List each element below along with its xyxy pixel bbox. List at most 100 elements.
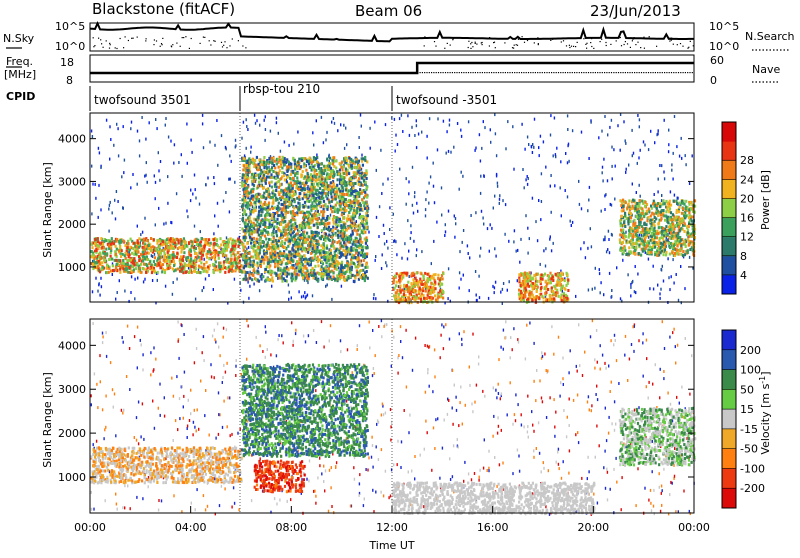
noise-cell [545, 166, 546, 169]
noise-cell [312, 294, 313, 297]
echo-cell [298, 198, 300, 201]
echo-cell [299, 192, 301, 195]
echo-cell [286, 225, 288, 228]
echo-cell [279, 261, 281, 264]
noise-cell [109, 158, 110, 161]
search-dot [687, 48, 688, 49]
echo-cell [271, 213, 273, 216]
search-dot [569, 45, 570, 46]
echo-cell [253, 250, 255, 253]
noise-cell [152, 279, 153, 282]
echo-cell [181, 243, 183, 246]
noise-cell [155, 223, 156, 226]
echo-cell [367, 266, 369, 269]
noise-cell [171, 221, 172, 224]
echo-cell [174, 255, 176, 258]
echo-cell [350, 177, 352, 180]
noise-cell [149, 121, 150, 124]
noise-cell [617, 124, 618, 127]
noise-cell [156, 127, 157, 130]
noise-cell [540, 263, 541, 266]
echo-cell [213, 271, 215, 274]
noise-cell [535, 220, 536, 223]
noise-cell [346, 143, 347, 146]
echo-cell [330, 207, 332, 210]
noise-cell [604, 208, 605, 211]
echo-cell [297, 180, 299, 183]
echo-cell [185, 241, 187, 244]
freq-tick-bottom: 8 [66, 74, 73, 87]
echo-cell [292, 277, 294, 280]
echo-cell [335, 167, 337, 170]
search-dot [671, 38, 672, 39]
echo-cell [320, 210, 322, 213]
noise-cell [467, 244, 468, 247]
echo-cell [336, 268, 338, 271]
noise-cell [216, 119, 217, 122]
noise-cell [406, 177, 407, 180]
noise-cell [386, 240, 387, 243]
noise-cell [413, 212, 414, 215]
nave-dot [646, 72, 647, 73]
echo-cell [94, 238, 96, 241]
search-dot [561, 41, 562, 42]
noise-cell [539, 154, 540, 157]
noise-cell [401, 257, 402, 260]
noise-cell [141, 116, 142, 119]
search-dot [632, 40, 633, 41]
echo-cell [213, 243, 215, 246]
echo-cell [348, 218, 350, 221]
noise-cell [611, 119, 612, 122]
echo-cell [264, 214, 266, 217]
echo-cell [292, 244, 294, 247]
noise-cell [408, 192, 409, 195]
echo-cell [209, 244, 211, 247]
search-dot [123, 47, 124, 48]
nave-dot [482, 72, 483, 73]
noise-cell [208, 274, 209, 277]
echo-cell [103, 247, 105, 250]
noise-cell [459, 271, 460, 274]
echo-cell [317, 189, 319, 192]
noise-cell [499, 198, 500, 201]
freq-unit-label: [MHz] [4, 68, 36, 81]
echo-cell [296, 197, 298, 200]
noise-cell [229, 210, 230, 213]
echo-cell [282, 272, 284, 275]
noise-cell [340, 123, 341, 126]
echo-cell [163, 259, 165, 262]
echo-cell [314, 272, 316, 275]
noise-cell [658, 178, 659, 181]
noise-cell [204, 258, 205, 261]
search-dot [515, 38, 516, 39]
echo-cell [266, 190, 268, 193]
noise-cell [112, 211, 113, 214]
echo-cell [357, 171, 359, 174]
nave-dot [535, 72, 536, 73]
echo-cell [366, 160, 368, 163]
echo-cell [154, 256, 156, 259]
echo-cell [367, 277, 369, 280]
echo-cell [290, 219, 292, 222]
noise-cell [503, 282, 504, 285]
echo-cell [237, 251, 239, 254]
echo-cell [362, 157, 364, 160]
noise-cell [194, 225, 195, 228]
echo-cell [324, 192, 326, 195]
noise-cell [387, 247, 388, 250]
echo-cell [196, 243, 198, 246]
noise-cell [271, 285, 272, 288]
echo-cell [296, 260, 298, 263]
echo-cell [343, 272, 345, 275]
noise-cell [199, 203, 200, 206]
echo-cell [129, 248, 131, 251]
echo-cell [250, 202, 252, 205]
echo-cell [244, 221, 246, 224]
echo-cell [359, 244, 361, 247]
noise-cell [91, 212, 92, 215]
echo-cell [330, 181, 332, 184]
noise-cell [483, 120, 484, 123]
echo-cell [103, 240, 105, 243]
nave-dot [572, 72, 573, 73]
